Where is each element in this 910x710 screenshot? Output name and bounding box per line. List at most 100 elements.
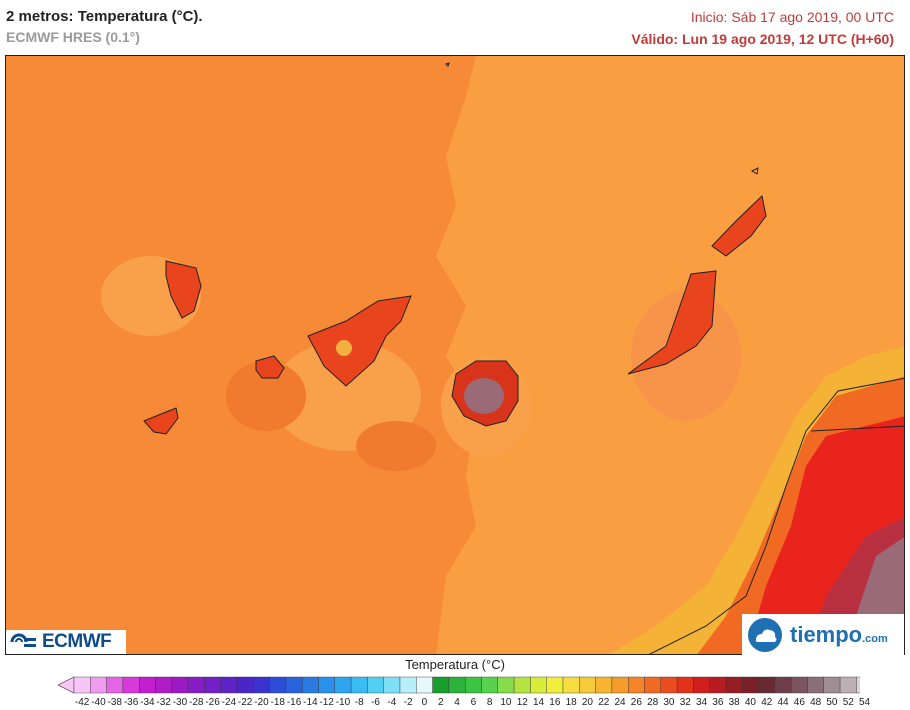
legend-tick-label: 22 bbox=[598, 697, 610, 708]
legend-tick-label: 34 bbox=[695, 697, 708, 708]
legend-tick-label: 26 bbox=[630, 697, 642, 708]
legend-swatch bbox=[138, 676, 156, 694]
island-la-gomera bbox=[255, 355, 285, 379]
legend-tick-label: -18 bbox=[270, 697, 285, 708]
legend-swatch bbox=[204, 676, 221, 694]
valid-time: Válido: Lun 19 ago 2019, 12 UTC (H+60) bbox=[631, 31, 894, 47]
legend-swatch bbox=[416, 676, 433, 694]
legend-tick-label: 28 bbox=[647, 697, 659, 708]
legend-swatch bbox=[579, 676, 596, 694]
legend-swatch bbox=[187, 676, 205, 694]
legend-arrow-left bbox=[58, 676, 75, 694]
legend-tick-label: -36 bbox=[123, 697, 139, 708]
legend-tick-label: -6 bbox=[371, 697, 380, 708]
legend-tick-label: 24 bbox=[614, 697, 626, 708]
legend-swatch bbox=[220, 676, 238, 694]
legend-swatch bbox=[448, 676, 466, 694]
legend-swatch bbox=[742, 676, 759, 694]
legend-swatch bbox=[122, 676, 140, 694]
legend-swatch bbox=[758, 676, 776, 694]
legend-tick-label: 38 bbox=[728, 697, 740, 708]
legend-swatch bbox=[465, 676, 482, 694]
legend-tick-label: -26 bbox=[205, 697, 220, 708]
legend-swatch bbox=[562, 676, 580, 694]
island-la-palma bbox=[165, 260, 202, 319]
legend-tick-label: 50 bbox=[826, 697, 838, 708]
border-line bbox=[810, 425, 904, 432]
legend-tick-label: -12 bbox=[319, 697, 334, 708]
legend-swatch bbox=[676, 676, 694, 694]
map-title: 2 metros: Temperatura (°C). bbox=[6, 8, 203, 25]
legend-swatch bbox=[823, 676, 841, 694]
legend-swatch bbox=[269, 676, 287, 694]
gran-canaria-peak bbox=[464, 378, 504, 414]
legend-tick-label: 46 bbox=[793, 697, 805, 708]
legend-tick-label: -22 bbox=[237, 697, 253, 708]
tiempo-logo-text: tiempo bbox=[790, 621, 863, 647]
legend-swatch bbox=[367, 676, 384, 694]
legend-swatch bbox=[839, 676, 857, 694]
legend-tick-label: 14 bbox=[532, 697, 545, 708]
legend-tick-label: -32 bbox=[156, 697, 171, 708]
legend-tick-label: -2 bbox=[403, 697, 413, 708]
init-time: Inicio: Sáb 17 ago 2019, 00 UTC bbox=[690, 9, 894, 25]
legend-swatch bbox=[595, 676, 613, 694]
warm-patch bbox=[356, 421, 436, 471]
legend-swatch bbox=[253, 676, 270, 694]
legend-tick-label: 2 bbox=[437, 697, 444, 708]
legend-tick-label: 32 bbox=[679, 697, 691, 708]
legend-tick-label: -40 bbox=[91, 697, 106, 708]
legend-tick-label: 44 bbox=[777, 697, 789, 708]
legend-tick-label: -34 bbox=[140, 697, 155, 708]
legend-swatch bbox=[301, 676, 319, 694]
legend-tick-label: -4 bbox=[387, 697, 397, 708]
legend-swatch bbox=[660, 676, 678, 694]
legend-tick-label: -20 bbox=[254, 697, 269, 708]
legend-tick-label: 0 bbox=[421, 697, 428, 708]
temperature-map[interactable] bbox=[5, 55, 905, 655]
legend-swatch bbox=[530, 676, 547, 694]
legend-swatch bbox=[497, 676, 515, 694]
legend-swatch bbox=[106, 676, 124, 694]
legend-swatch bbox=[73, 676, 91, 694]
tiempo-logo-domain: .com bbox=[862, 632, 888, 645]
legend-tick-label: -28 bbox=[189, 697, 204, 708]
legend-tick-label: 52 bbox=[842, 697, 854, 708]
legend-tick-label: -38 bbox=[107, 697, 122, 708]
islet bbox=[750, 167, 759, 175]
halo-fuerteventura bbox=[631, 291, 741, 421]
legend-swatch bbox=[546, 676, 564, 694]
tiempo-logo[interactable]: tiempo .com bbox=[742, 614, 904, 655]
legend-swatch bbox=[774, 676, 792, 694]
legend-swatch bbox=[791, 676, 808, 694]
legend-swatch bbox=[644, 676, 661, 694]
legend-swatch bbox=[236, 676, 254, 694]
legend-tick-label: -30 bbox=[172, 697, 188, 708]
legend-tick-label: -24 bbox=[221, 697, 237, 708]
legend-swatch bbox=[90, 676, 107, 694]
legend-tick-label: 36 bbox=[712, 697, 724, 708]
legend-swatch bbox=[334, 676, 352, 694]
legend-swatch bbox=[399, 676, 417, 694]
island-fuerteventura bbox=[627, 270, 717, 375]
legend-tick-label: 10 bbox=[500, 697, 512, 708]
legend-swatch bbox=[171, 676, 189, 694]
legend-swatch bbox=[432, 676, 450, 694]
legend-tick-label: -8 bbox=[354, 697, 364, 708]
legend-tick-label: -16 bbox=[286, 697, 302, 708]
ecmwf-logo-icon bbox=[10, 633, 36, 647]
legend-tick-label: 8 bbox=[486, 697, 493, 708]
legend-tick-label: 18 bbox=[565, 697, 577, 708]
legend-labels: -42 -40 -38 -36 -34 -32 -30 -28 -26 -24 -22 -20 -18-… bbox=[0, 697, 910, 709]
legend-swatch bbox=[383, 676, 401, 694]
legend-tick-label: -10 bbox=[335, 697, 351, 708]
legend-swatch bbox=[725, 676, 743, 694]
header-right: Inicio: Sáb 17 ago 2019, 00 UTC Válido: … bbox=[631, 9, 894, 47]
legend-swatch bbox=[611, 676, 629, 694]
tiempo-logo-icon bbox=[748, 617, 782, 652]
legend-tick-label: 20 bbox=[581, 697, 593, 708]
legend-tick-label: 54 bbox=[858, 697, 871, 708]
legend-tick-label: 48 bbox=[810, 697, 822, 708]
legend-swatch bbox=[285, 676, 303, 694]
legend-title: Temperatura (°C) bbox=[405, 657, 505, 672]
